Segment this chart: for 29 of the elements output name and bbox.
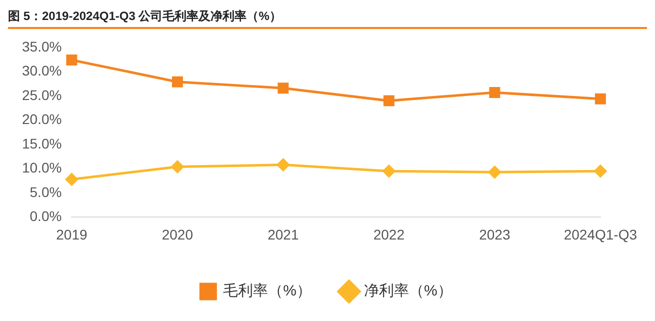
x-tick-label: 2023 bbox=[479, 226, 510, 242]
point bbox=[594, 164, 607, 178]
y-tick-label: 25.0% bbox=[22, 86, 62, 103]
y-tick-label: 10.0% bbox=[22, 160, 62, 176]
point bbox=[489, 87, 500, 98]
y-tick-label: 30.0% bbox=[22, 62, 62, 79]
chart-title: 图 5：2019-2024Q1-Q3 公司毛利率及净利率（%） bbox=[8, 8, 647, 29]
legend-label: 净利率（%） bbox=[364, 282, 452, 300]
x-tick-label: 2024Q1-Q3 bbox=[564, 226, 638, 242]
x-tick-label: 2020 bbox=[162, 226, 194, 242]
x-tick-label: 2022 bbox=[373, 226, 405, 242]
y-tick-label: 35.0% bbox=[22, 38, 62, 54]
legend-label: 毛利率（%） bbox=[223, 282, 312, 300]
point bbox=[171, 160, 184, 173]
point bbox=[383, 95, 394, 106]
y-tick-label: 15.0% bbox=[22, 135, 62, 152]
point bbox=[65, 173, 78, 186]
y-tick-label: 5.0% bbox=[30, 184, 62, 200]
point bbox=[172, 76, 183, 88]
x-tick-label: 2019 bbox=[56, 226, 88, 242]
point bbox=[278, 82, 289, 94]
point bbox=[276, 158, 290, 172]
point bbox=[382, 164, 396, 178]
x-tick-label: 2021 bbox=[268, 226, 299, 242]
point bbox=[594, 93, 606, 104]
y-tick-label: 0.0% bbox=[30, 208, 62, 224]
y-tick-label: 20.0% bbox=[22, 111, 62, 128]
point bbox=[488, 166, 501, 178]
point bbox=[66, 54, 78, 66]
